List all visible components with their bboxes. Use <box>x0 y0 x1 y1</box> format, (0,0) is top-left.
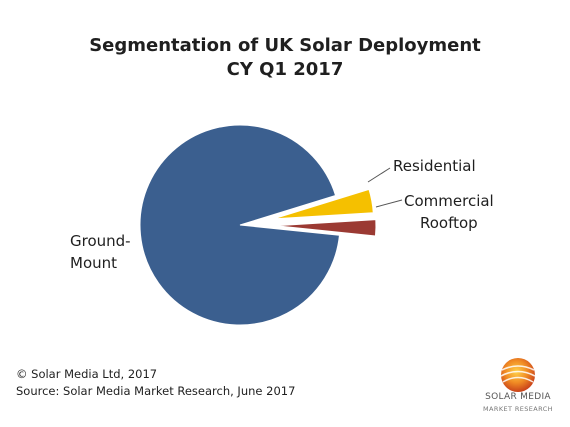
chart-title-line1: Segmentation of UK Solar Deployment <box>89 35 481 56</box>
sun-globe-icon <box>500 358 536 392</box>
solar-media-logo: SOLAR MEDIA MARKET RESEARCH <box>480 356 556 418</box>
source-text: Source: Solar Media Market Research, Jun… <box>16 384 296 398</box>
slice-label: Residential <box>393 157 476 175</box>
logo-name: SOLAR MEDIA <box>485 392 551 402</box>
chart-title: Segmentation of UK Solar Deployment CY Q… <box>0 34 570 82</box>
pie-slice-commercial-rooftop <box>275 219 377 237</box>
leader-line <box>367 167 391 183</box>
pie-slice-residential <box>273 188 374 220</box>
logo-subname: MARKET RESEARCH <box>483 405 553 413</box>
pie-slice-ground-mount <box>139 124 341 326</box>
chart-title-line2: CY Q1 2017 <box>226 59 344 80</box>
slice-label: Commercial Rooftop <box>404 192 494 232</box>
footer: © Solar Media Ltd, 2017 Source: Solar Me… <box>16 366 295 400</box>
leader-line <box>375 199 403 208</box>
copyright-text: © Solar Media Ltd, 2017 <box>16 367 158 381</box>
slice-label: Ground-Mount <box>70 232 131 272</box>
